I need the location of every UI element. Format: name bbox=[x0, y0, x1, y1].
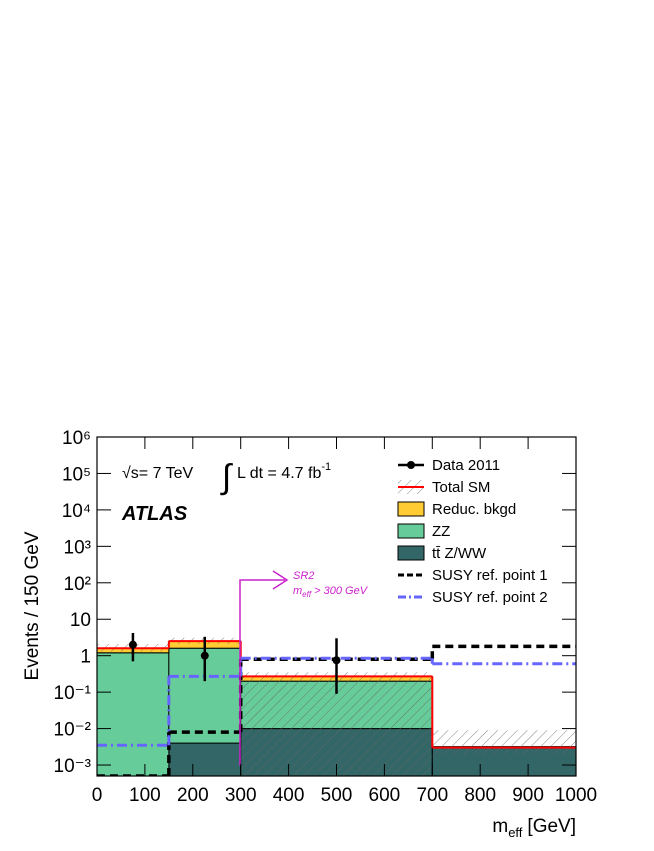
x-tick-label: 1000 bbox=[555, 785, 597, 806]
legend-label: Reduc. bkgd bbox=[432, 501, 516, 518]
x-tick-label: 400 bbox=[273, 785, 305, 806]
sr-arrowhead bbox=[272, 570, 289, 590]
integral-sign: ∫ bbox=[220, 458, 233, 496]
y-tick-label: 10 bbox=[70, 610, 91, 631]
lumi-label: L dt = 4.7 fb-1 bbox=[237, 461, 331, 482]
legend-label: Data 2011 bbox=[432, 457, 500, 474]
cut-label: meff > 300 GeV bbox=[293, 585, 369, 599]
y-tick-label: 10² bbox=[64, 574, 91, 595]
legend-key bbox=[397, 523, 425, 539]
y-axis-label: Events / 150 GeV bbox=[22, 531, 43, 680]
uncertainty-band bbox=[432, 730, 576, 755]
legend-label: SUSY ref. point 1 bbox=[432, 567, 548, 584]
y-tick-label: 10⁻² bbox=[54, 720, 92, 741]
legend-label: Total SM bbox=[432, 479, 490, 496]
legend-key bbox=[407, 461, 415, 469]
y-tick-label: 10⁻¹ bbox=[54, 683, 92, 704]
data-point bbox=[332, 656, 341, 665]
x-tick-label: 500 bbox=[321, 785, 353, 806]
x-tick-label: 800 bbox=[464, 785, 496, 806]
x-tick-label: 0 bbox=[92, 785, 103, 806]
x-tick-label: 100 bbox=[129, 785, 161, 806]
legend-key bbox=[397, 501, 425, 517]
data-point bbox=[200, 651, 209, 660]
data-point bbox=[128, 640, 137, 649]
x-tick-label: 700 bbox=[416, 785, 448, 806]
legend-label: SUSY ref. point 2 bbox=[432, 589, 548, 606]
legend-label: tt̄ Z/WW bbox=[432, 545, 487, 562]
x-tick-label: 600 bbox=[369, 785, 401, 806]
legend-key bbox=[397, 545, 425, 561]
y-tick-label: 10⁴ bbox=[62, 501, 91, 522]
energy-label: √s= 7 TeV bbox=[122, 465, 194, 482]
y-tick-label: 1 bbox=[80, 647, 91, 668]
experiment-label: ATLAS bbox=[121, 503, 188, 525]
x-tick-label: 300 bbox=[225, 785, 257, 806]
x-tick-label: 200 bbox=[177, 785, 209, 806]
x-tick-label: 900 bbox=[512, 785, 544, 806]
x-axis-label: meff [GeV] bbox=[492, 816, 576, 840]
stack-bar bbox=[97, 652, 170, 776]
region-label: SR2 bbox=[293, 570, 314, 582]
y-tick-label: 10³ bbox=[64, 537, 91, 558]
plot-area bbox=[97, 632, 576, 776]
legend-label: ZZ bbox=[432, 523, 450, 540]
y-tick-label: 10⁶ bbox=[62, 428, 91, 449]
sr-arrow bbox=[239, 579, 285, 766]
stack-bar bbox=[168, 742, 242, 776]
y-tick-label: 10⁻³ bbox=[54, 756, 92, 777]
y-tick-label: 10⁵ bbox=[62, 464, 91, 485]
